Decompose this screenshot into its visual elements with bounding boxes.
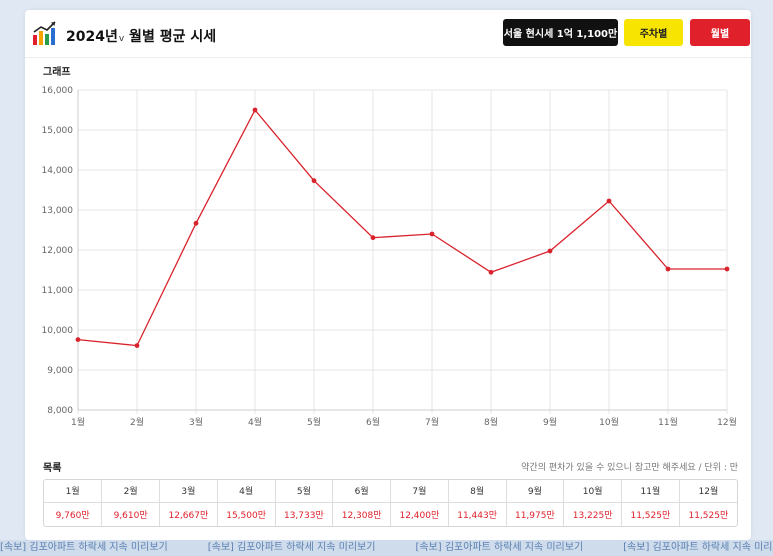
unit-note: 약간의 편차가 있을 수 있으니 참고만 해주세요 / 단위 : 만 [521, 463, 738, 473]
x-tick-label: 5월 [307, 416, 321, 428]
data-point [193, 220, 199, 226]
data-point [488, 269, 494, 275]
table-header-cell: 6월 [332, 480, 391, 503]
y-tick-label: 14,000 [42, 166, 74, 176]
data-point [252, 107, 258, 113]
seoul-price-button[interactable]: 서울 현시세 1억 1,100만 [503, 19, 618, 46]
weekly-button[interactable]: 주차별 [624, 19, 683, 46]
table-header-row: 1월 2월 3월 4월 5월 6월 7월 8월 9월 10월 11월 12월 [44, 480, 737, 503]
bar-chart-growth-icon [33, 21, 56, 45]
data-point [665, 266, 671, 272]
x-tick-label: 1월 [71, 416, 85, 428]
x-tick-label: 8월 [484, 416, 498, 428]
table-header-cell: 3월 [159, 480, 218, 503]
background-top [0, 0, 773, 10]
table-value-cell: 15,500만 [217, 502, 276, 526]
x-tick-label: 7월 [425, 416, 439, 428]
y-tick-label: 15,000 [42, 126, 74, 136]
news-ticker-item[interactable]: [속보] 김포아파트 하락세 지속 미리보기 [623, 542, 773, 553]
table-header-cell: 8월 [448, 480, 507, 503]
y-tick-label: 16,000 [42, 86, 74, 96]
data-point [75, 337, 81, 342]
background-news-strip: [속보] 김포아파트 하락세 지속 미리보기 [속보] 김포아파트 하락세 지속 … [0, 540, 773, 556]
data-point [606, 198, 612, 204]
table-header-cell: 10월 [563, 480, 622, 503]
table-value-cell: 11,443만 [448, 502, 507, 526]
x-tick-label: 10월 [599, 416, 619, 428]
x-tick-label: 11월 [658, 416, 678, 428]
table-row: 9,760만 9,610만 12,667만 15,500만 13,733만 12,308만… [44, 502, 737, 526]
table-value-cell: 13,733만 [275, 502, 334, 526]
table-value-cell: 12,308만 [332, 502, 391, 526]
y-tick-label: 13,000 [42, 206, 74, 216]
table-header-cell: 4월 [217, 480, 276, 503]
y-tick-label: 8,000 [47, 406, 73, 416]
table-header-cell: 5월 [275, 480, 334, 503]
x-tick-label: 6월 [366, 416, 380, 428]
price-line-chart: 8,000 9,000 10,000 11,000 12,000 13,000 14,000… [42, 86, 737, 428]
data-point [724, 266, 730, 272]
table-value-cell: 12,400만 [390, 502, 449, 526]
x-tick-label: 9월 [543, 416, 557, 428]
list-section-label: 목록 [43, 463, 62, 474]
data-point [311, 178, 317, 184]
news-ticker-item[interactable]: [속보] 김포아파트 하락세 지속 미리보기 [207, 542, 376, 553]
monthly-button[interactable]: 월별 [690, 19, 750, 46]
panel-header: 2024년v 월별 평균 시세 서울 현시세 1억 1,100만 주차별 월별 [25, 10, 751, 58]
table-header-cell: 1월 [44, 480, 103, 503]
data-point [134, 343, 140, 348]
table-value-cell: 11,525만 [621, 502, 680, 526]
table-value-cell: 12,667만 [159, 502, 218, 526]
year-label[interactable]: 2024년 [66, 29, 118, 45]
table-header-cell: 12월 [679, 480, 737, 503]
y-tick-label: 9,000 [47, 366, 73, 376]
x-tick-label: 4월 [248, 416, 262, 428]
table-header-cell: 7월 [390, 480, 449, 503]
table-header-cell: 11월 [621, 480, 680, 503]
table-value-cell: 13,225만 [563, 502, 622, 526]
table-value-cell: 9,760만 [44, 502, 103, 526]
series-line [77, 108, 727, 347]
x-tick-label: 3월 [189, 416, 203, 428]
table-value-cell: 11,975만 [506, 502, 565, 526]
chevron-down-icon[interactable]: v [118, 34, 125, 44]
x-tick-label: 2월 [130, 416, 144, 428]
y-tick-label: 11,000 [42, 286, 74, 296]
y-tick-label: 12,000 [42, 246, 74, 256]
chart-section-label: 그래프 [43, 67, 71, 78]
news-ticker-item[interactable]: [속보] 김포아파트 하락세 지속 미리보기 [0, 542, 168, 553]
price-panel: 2024년v 월별 평균 시세 서울 현시세 1억 1,100만 주차별 월별 … [25, 10, 751, 540]
data-point [547, 248, 553, 254]
news-ticker-item[interactable]: [속보] 김포아파트 하락세 지속 미리보기 [415, 542, 584, 553]
table-header-cell: 2월 [101, 480, 160, 503]
table-value-cell: 11,525만 [688, 510, 729, 521]
data-point [370, 235, 376, 241]
table-value-cell: 9,610만 [101, 502, 160, 526]
x-tick-label: 12월 [717, 416, 737, 428]
price-table: 1월 2월 3월 4월 5월 6월 7월 8월 9월 10월 11월 12월 9,760만 9,610만… [43, 479, 738, 527]
title-text: 월별 평균 시세 [124, 29, 217, 45]
y-tick-label: 10,000 [42, 326, 74, 336]
data-point [429, 231, 435, 237]
page-title[interactable]: 2024년v 월별 평균 시세 [66, 26, 216, 46]
table-header-cell: 9월 [506, 480, 565, 503]
